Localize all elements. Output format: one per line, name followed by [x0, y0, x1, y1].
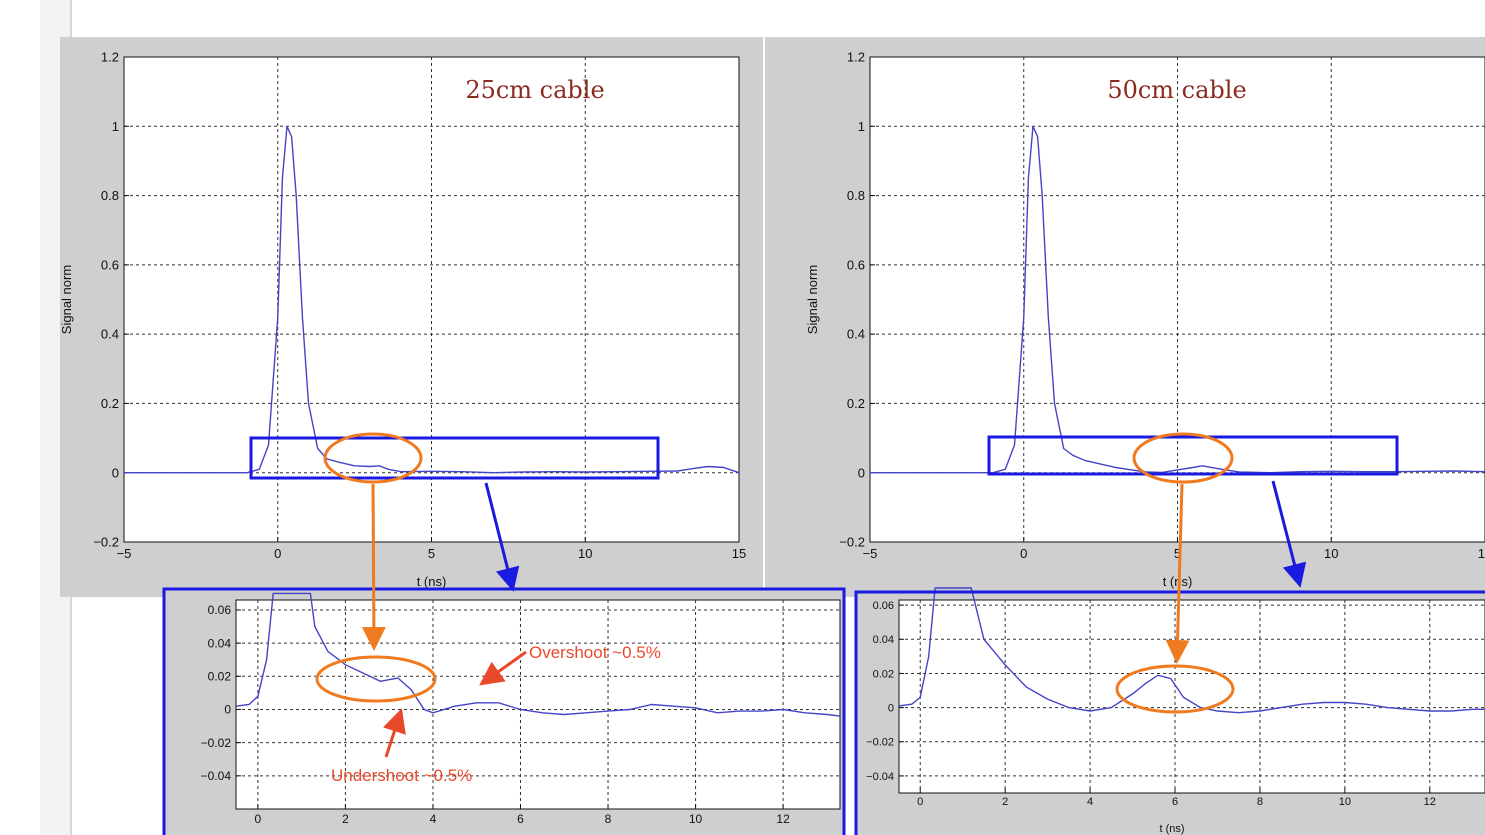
y-tick-label: −0.04: [866, 771, 894, 783]
y-tick-label: −0.2: [839, 535, 865, 550]
highlight-arrow: [361, 483, 386, 651]
x-tick-label: 10: [689, 812, 703, 826]
x-tick-label: 5: [428, 546, 435, 561]
x-tick-label: 10: [578, 546, 592, 561]
zoom-arrow-right: [1271, 480, 1307, 588]
x-tick-label: 6: [1172, 796, 1178, 808]
y-tick-label: 0.8: [847, 188, 865, 203]
plot-area: [235, 599, 841, 810]
series-line: [898, 587, 1485, 714]
x-tick-label: 0: [255, 812, 262, 826]
x-tick-label: 2: [342, 812, 349, 826]
y-tick-label: 0.02: [208, 670, 232, 684]
y-axis-label: Signal norm: [59, 265, 74, 334]
x-tick-label: 4: [1087, 796, 1093, 808]
zoom-arrow-left: [484, 482, 520, 592]
chart-title: 25cm cable: [465, 76, 604, 104]
zoom-region-box-right: [987, 435, 1399, 476]
annotation-overshoot: Overshoot ~0.5%: [529, 643, 661, 662]
x-axis-label: t (ns): [1163, 574, 1193, 589]
chart-title: 50cm cable: [1107, 76, 1246, 104]
y-tick-label: 1: [112, 119, 119, 134]
plot-area: [898, 599, 1485, 794]
y-tick-label: 0.6: [847, 257, 865, 272]
y-tick-label: 0.04: [873, 634, 894, 646]
y-tick-label: 1: [858, 119, 865, 134]
x-tick-label: 12: [1424, 796, 1436, 808]
y-tick-label: 0: [224, 703, 231, 717]
series-line: [235, 592, 841, 717]
y-tick-label: 0.8: [101, 188, 119, 203]
x-axis-label: t (ns): [417, 574, 447, 589]
highlight-ellipse: [315, 655, 437, 703]
y-tick-label: 0.02: [873, 668, 894, 680]
x-tick-label: −5: [117, 546, 132, 561]
plot-main_50: −5 0 5 10 15 −0.2 0 0.2 0.4 0.6 0.8 1 1.2 t (ns) Signa…: [805, 50, 1485, 589]
y-tick-label: 0.4: [101, 327, 119, 342]
series-line: [124, 126, 740, 474]
y-tick-label: 0.6: [101, 257, 119, 272]
plot-main_25: −5 0 5 10 15 −0.2 0 0.2 0.4 0.6 0.8 1 1.2 t (ns) Signa…: [59, 50, 746, 589]
x-tick-label: 5: [1174, 546, 1181, 561]
x-tick-label: 12: [776, 812, 790, 826]
zoom-region-box-left: [249, 436, 660, 480]
y-tick-label: 1.2: [101, 50, 119, 65]
x-tick-label: 4: [430, 812, 437, 826]
y-tick-label: 0.4: [847, 327, 865, 342]
highlight-arrow: [1165, 483, 1190, 664]
y-tick-label: −0.02: [201, 736, 232, 750]
highlight-ellipse: [1115, 664, 1235, 714]
x-tick-label: 15: [1478, 546, 1485, 561]
x-tick-label: 10: [1324, 546, 1338, 561]
highlight-ellipse: [1132, 432, 1234, 484]
y-tick-label: 0.06: [873, 600, 894, 612]
y-tick-label: 0: [858, 465, 865, 480]
zoom-frame-right: [854, 590, 1485, 835]
y-tick-label: 0.2: [101, 396, 119, 411]
x-tick-label: 0: [274, 546, 281, 561]
x-axis-label: t (ns): [1159, 823, 1184, 835]
y-tick-label: 0: [112, 465, 119, 480]
x-tick-label: 6: [517, 812, 524, 826]
y-tick-label: 1.2: [847, 50, 865, 65]
series-line: [870, 126, 1485, 474]
y-axis-label: Signal norm: [805, 265, 820, 334]
annotation-arrow: [383, 708, 406, 758]
y-tick-label: 0.04: [208, 636, 232, 650]
plot-zoom_50: 0 2 4 6 8 10 12 −0.04 −0.02 0 0.02 0.04 0.06 t (ns): [866, 587, 1485, 835]
x-tick-label: 8: [1257, 796, 1263, 808]
x-tick-label: 0: [1020, 546, 1027, 561]
x-tick-label: 15: [732, 546, 746, 561]
highlight-ellipse: [323, 432, 423, 484]
x-tick-label: 8: [605, 812, 612, 826]
y-tick-label: 0.2: [847, 396, 865, 411]
y-tick-label: −0.04: [201, 769, 232, 783]
x-tick-label: 0: [917, 796, 923, 808]
annotation-undershoot: Undershoot ~0.5%: [331, 766, 472, 785]
y-tick-label: 0.06: [208, 603, 232, 617]
y-tick-label: −0.2: [93, 535, 119, 550]
plot-zoom_25: 0 2 4 6 8 10 12 −0.04 −0.02 0 0.02 0.04 0.06: [201, 592, 841, 826]
annotation-arrow: [479, 650, 527, 686]
x-tick-label: 2: [1002, 796, 1008, 808]
x-tick-label: 10: [1339, 796, 1351, 808]
y-tick-label: 0: [888, 702, 894, 714]
y-tick-label: −0.02: [866, 737, 894, 749]
x-tick-label: −5: [863, 546, 878, 561]
